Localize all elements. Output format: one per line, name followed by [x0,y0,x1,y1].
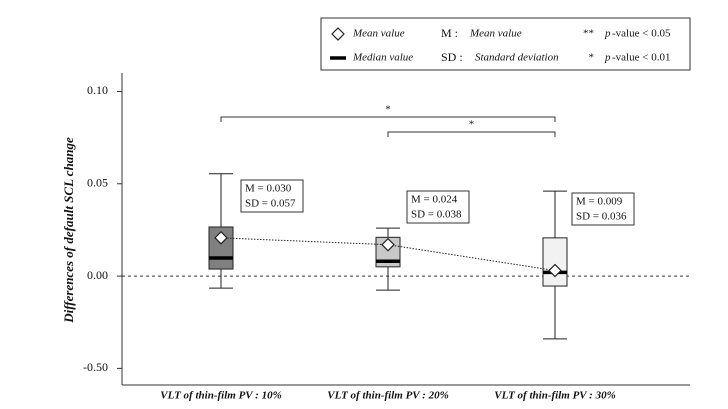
y-tick-label: 0.10 [87,83,108,97]
annotation-text: SD = 0.036 [576,211,627,223]
annotation-box [240,179,304,213]
legend-abbr-text: Mean value [469,28,522,40]
annotation-box [571,192,635,226]
annotation-text: M = 0.009 [576,196,623,208]
legend-p-text: -value < 0.01 [612,52,670,64]
legend-p-key: * [589,52,595,64]
y-tick-label: 0.00 [87,268,108,282]
y-tick-label: -0.50 [83,360,108,374]
legend-abbr-key: SD : [441,50,463,64]
legend-p-key: ** [583,28,594,40]
legend-abbr-text: Standard deviation [475,52,559,64]
annotation-text: M = 0.024 [411,194,458,206]
annotation-box [406,190,470,224]
annotation-text: M = 0.030 [245,183,292,195]
x-tick-label: VLT of thin-film PV : 30% [494,390,616,402]
significance-label: * [469,119,475,131]
box [542,237,568,287]
mean-marker [548,263,562,278]
significance-label: * [385,104,391,116]
legend-median: Median value [352,52,413,64]
significance-bracket [220,116,556,122]
mean-line [220,237,556,272]
legend-box [320,17,691,71]
legend-p: p [604,28,611,40]
x-tick-label: VLT of thin-film PV : 10% [160,390,282,402]
legend-p-text: -value < 0.05 [612,28,671,40]
legend-mean-symbol [331,27,345,41]
significance-bracket [387,131,556,137]
annotation-text: SD = 0.038 [411,209,462,221]
y-tick-label: 0.05 [87,176,108,190]
legend-mean: Mean value [352,28,405,40]
mean-marker [214,231,228,245]
y-axis-label: Differences of default SCL change [61,137,76,324]
x-tick-label: VLT of thin-film PV : 20% [327,390,449,402]
mean-marker [381,237,395,252]
annotation-text: SD = 0.057 [245,198,296,210]
legend-abbr-key: M : [441,26,458,40]
legend-p: p [604,52,611,64]
